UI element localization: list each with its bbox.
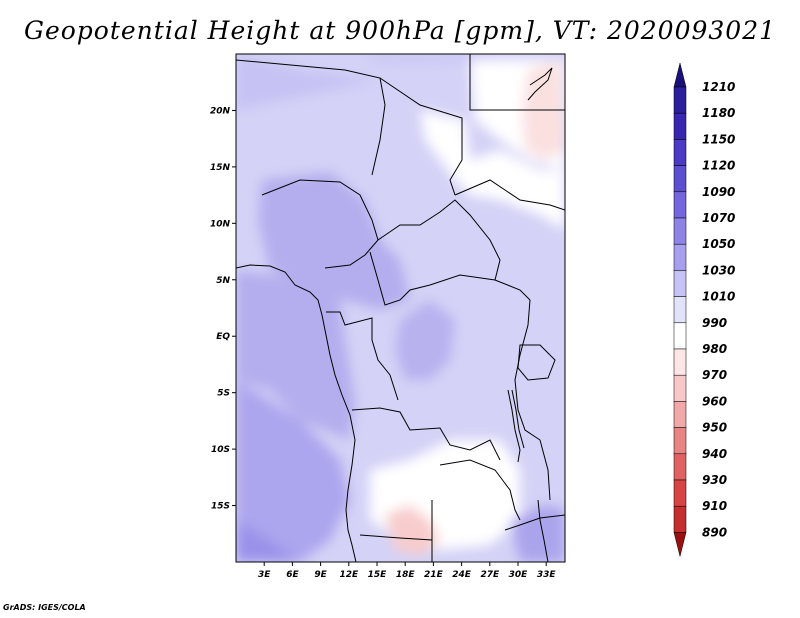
map-frame bbox=[235, 53, 566, 563]
colorbar-swatch bbox=[673, 348, 687, 376]
colorbar-swatch bbox=[673, 270, 687, 297]
colorbar-swatch bbox=[673, 453, 687, 481]
colorbar-swatch bbox=[673, 139, 687, 166]
border-east-africa bbox=[514, 299, 551, 501]
lake-victoria bbox=[517, 344, 556, 381]
lake-malawi bbox=[537, 499, 549, 562]
field-region-southeast-high bbox=[510, 505, 565, 562]
border-south-east bbox=[504, 514, 565, 531]
field-region-congo-high bbox=[395, 300, 455, 380]
lon-tick-label: 15E bbox=[368, 570, 388, 580]
lat-tick-label: 10S bbox=[211, 445, 230, 455]
lat-tick-label: 5S bbox=[217, 389, 230, 399]
field-region-central-high bbox=[258, 172, 410, 310]
colorbar-swatch bbox=[673, 374, 687, 402]
colorbar-swatch bbox=[673, 296, 687, 324]
border-egypt-sudan bbox=[469, 54, 565, 111]
lon-tick-label: 3E bbox=[258, 570, 271, 580]
lat-tick-label: 5N bbox=[216, 276, 230, 286]
lon-tick-label: 27E bbox=[480, 570, 500, 580]
colorbar-label: 890 bbox=[702, 525, 727, 539]
field-region-northwest bbox=[236, 54, 500, 110]
latitude-axis: 20N 15N 10N 5N EQ 5S 10S 15S bbox=[210, 106, 236, 512]
border-namibia-botswana bbox=[359, 500, 433, 562]
lon-tick-label: 30E bbox=[509, 570, 529, 580]
lon-tick-label: 18E bbox=[396, 570, 416, 580]
colorbar-label: 1070 bbox=[702, 211, 735, 225]
lat-tick-label: 10N bbox=[210, 219, 231, 229]
border-sahara-west bbox=[236, 59, 386, 176]
colorbar-label: 1010 bbox=[702, 290, 735, 304]
lat-tick-label: EQ bbox=[216, 332, 230, 342]
colorbar-label: 930 bbox=[702, 473, 727, 487]
colorbar-swatch bbox=[673, 479, 687, 507]
colorbar-swatch bbox=[673, 427, 687, 455]
border-congo-basin bbox=[369, 251, 531, 306]
colorbar-label: 1050 bbox=[702, 237, 735, 251]
colorbar-swatch bbox=[673, 217, 687, 245]
border-drc-angola bbox=[351, 407, 501, 461]
colorbar-label: 970 bbox=[702, 368, 727, 382]
colorbar-swatch bbox=[673, 401, 687, 428]
colorbar-label: 1120 bbox=[702, 159, 735, 173]
colorbar-label: 1090 bbox=[702, 185, 735, 199]
colorbar-label: 1210 bbox=[702, 80, 735, 94]
border-sahara-east bbox=[379, 77, 463, 196]
border-zambia bbox=[439, 459, 521, 521]
lat-tick-label: 15N bbox=[210, 163, 231, 173]
border-chad-sudan bbox=[454, 179, 565, 211]
colorbar-label: 1150 bbox=[702, 132, 735, 146]
lon-tick-label: 12E bbox=[339, 570, 359, 580]
colorbar-label: 1180 bbox=[702, 106, 735, 120]
height-field bbox=[236, 54, 565, 562]
lat-tick-label: 20N bbox=[210, 106, 231, 116]
border-cameroon-car bbox=[377, 199, 501, 281]
border-gabon-congo bbox=[326, 311, 399, 401]
field-region-west-high bbox=[236, 270, 355, 440]
border-nigeria bbox=[261, 179, 379, 269]
colorbar-top-arrow bbox=[673, 62, 687, 88]
colorbar-swatch bbox=[673, 191, 687, 219]
colorbar-swatch bbox=[673, 243, 687, 271]
colorbar-swatch bbox=[673, 505, 687, 533]
colorbar-label: 960 bbox=[702, 394, 727, 408]
field-region-southwest-high bbox=[236, 380, 350, 562]
coastlines-and-borders bbox=[236, 54, 565, 562]
lon-tick-label: 21E bbox=[424, 570, 444, 580]
field-region-kalahari-pink bbox=[385, 505, 440, 556]
field-region-southwest-deep bbox=[236, 520, 300, 562]
lon-tick-label: 33E bbox=[537, 570, 557, 580]
west-africa-coastline bbox=[236, 264, 357, 562]
colorbar-label: 990 bbox=[702, 316, 727, 330]
colorbar-label: 1030 bbox=[702, 263, 735, 277]
colorbar-swatch bbox=[673, 322, 687, 350]
lake-tanganyika bbox=[507, 389, 525, 463]
colorbar-label: 950 bbox=[702, 421, 727, 435]
colorbar-label: 980 bbox=[702, 342, 727, 356]
lat-tick-label: 15S bbox=[211, 502, 230, 512]
grads-credit: GrADS: IGES/COLA bbox=[3, 603, 86, 612]
lon-tick-label: 6E bbox=[286, 570, 299, 580]
lon-tick-label: 24E bbox=[452, 570, 472, 580]
colorbar-swatch bbox=[673, 112, 687, 140]
field-region-north-low bbox=[420, 110, 565, 230]
colorbar-bottom-arrow bbox=[673, 532, 687, 557]
red-sea-coast bbox=[527, 67, 553, 101]
colorbar: 1210 1180 1150 1120 1090 1070 1050 1030 1010 990 9… bbox=[673, 62, 735, 557]
colorbar-label: 940 bbox=[702, 447, 727, 461]
colorbar-swatch bbox=[673, 165, 687, 193]
colorbar-swatch bbox=[673, 86, 687, 114]
colorbar-label: 910 bbox=[702, 499, 727, 513]
map-title: Geopotential Height at 900hPa [gpm], VT:… bbox=[23, 16, 777, 45]
longitude-axis: 3E 6E 9E 12E 15E 18E 21E 24E 27E 30E 33E bbox=[258, 562, 556, 580]
lon-tick-label: 9E bbox=[314, 570, 327, 580]
